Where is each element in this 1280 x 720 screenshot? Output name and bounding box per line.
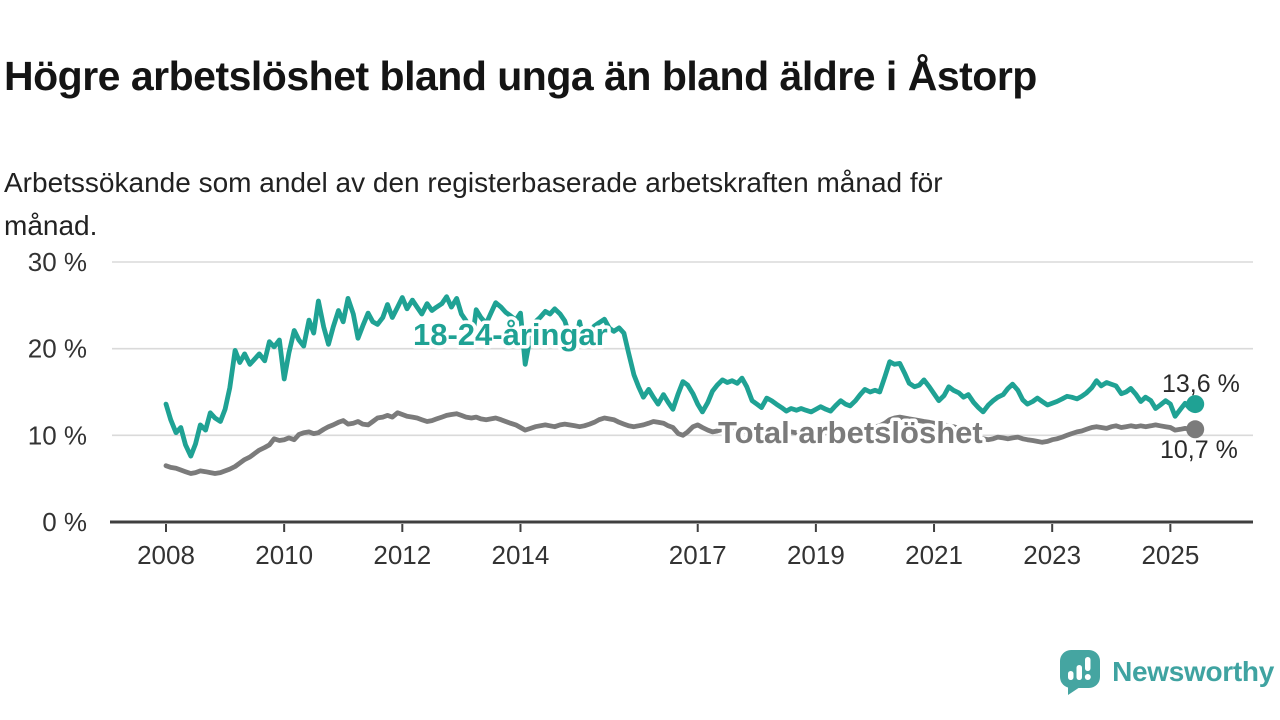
- x-axis-label: 2017: [669, 540, 727, 570]
- series-label: Total arbetslöshet: [718, 415, 983, 450]
- x-axis-label: 2023: [1023, 540, 1081, 570]
- x-axis-label: 2014: [492, 540, 550, 570]
- x-axis-label: 2025: [1141, 540, 1199, 570]
- series-line-1: [163, 294, 1198, 459]
- y-axis-label: 30 %: [28, 247, 87, 277]
- x-axis-label: 2008: [137, 540, 195, 570]
- series-end-value: 13,6 %: [1162, 370, 1240, 398]
- x-axis-label: 2012: [373, 540, 431, 570]
- chart-subtitle: Arbetssökande som andel av den registerb…: [4, 167, 943, 241]
- line-chart: 0 % 10 % 20 % 30 % 2008 2010 2012 2014 2017 2019 2…: [28, 247, 1253, 570]
- series-end-dot: [1186, 420, 1205, 439]
- series-end-value: 10,7 %: [1160, 436, 1238, 464]
- chart-title: Högre arbetslöshet bland unga än bland ä…: [4, 53, 1037, 100]
- y-axis-label: 10 %: [28, 420, 87, 450]
- series-end-dot: [1186, 395, 1205, 414]
- x-axis-label: 2021: [905, 540, 963, 570]
- y-axis-label: 0 %: [42, 507, 87, 537]
- newsworthy-brand-text: Newsworthy: [1112, 656, 1274, 687]
- x-axis-label: 2019: [787, 540, 845, 570]
- x-axis-label: 2010: [255, 540, 313, 570]
- brand-footer: Newsworthy: [1058, 648, 1274, 696]
- newsworthy-logo-icon: [1060, 650, 1101, 695]
- y-axis-label: 20 %: [28, 334, 87, 364]
- series-label: 18-24-åringar: [413, 317, 608, 352]
- series-line-0: [163, 410, 1198, 476]
